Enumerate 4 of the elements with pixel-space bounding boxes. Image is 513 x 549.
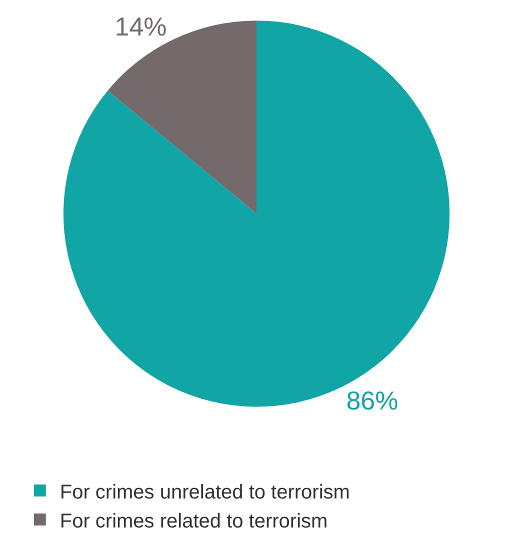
- legend-label: For crimes unrelated to terrorism: [60, 481, 350, 504]
- data-label: 14%: [114, 12, 167, 42]
- legend-label: For crimes related to terrorism: [60, 510, 328, 532]
- data-label: 86%: [346, 386, 398, 416]
